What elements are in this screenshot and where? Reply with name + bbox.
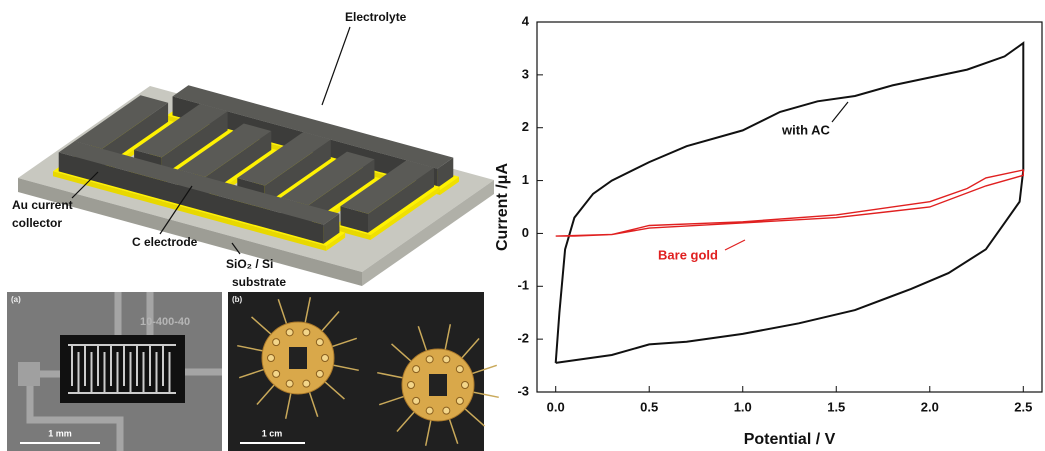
box-top [280,151,375,206]
photo-a: (a) 10-400-40 1 mm [7,292,222,451]
x-tick-label: 2.5 [1014,399,1032,414]
box-side [326,232,346,251]
y-tick-label: -3 [517,383,529,398]
chip [289,347,307,369]
annotation-arrow [831,101,849,123]
box-top [58,141,340,225]
scale-label: 1 mm [48,428,72,438]
hole [407,381,415,389]
series-line [554,41,1025,364]
box-front [53,171,327,251]
hole [302,379,311,388]
schematic-label: substrate [232,275,286,289]
device [60,335,185,403]
y-tick-label: -2 [517,331,529,346]
hole [315,369,324,378]
box-side [439,176,459,195]
box-side [264,139,331,205]
hole [302,328,311,337]
hole [455,396,464,405]
photo-b: (b) 1 cm [228,292,499,451]
hole [461,381,469,389]
substrate-front [18,178,362,286]
y-tick-label: 1 [522,172,529,187]
y-tick-label: -1 [517,278,529,293]
box-side [161,111,228,177]
box-front [58,152,324,244]
panel-label: (a) [11,295,21,304]
hole [425,406,434,415]
plot-frame [536,21,1043,393]
schematic-label: Au current [12,198,73,212]
box-side [370,186,440,241]
schematic-label: collector [12,216,62,230]
y-tick-label: 0 [522,225,529,240]
y-axis-label: Current /μA [494,163,511,251]
box-top [134,103,228,158]
box-front [340,206,368,233]
box-side [308,159,375,225]
hole [315,338,324,347]
hole [455,365,464,374]
x-tick-label: 1.0 [734,399,752,414]
x-tick-label: 1.5 [827,399,845,414]
box-top [172,85,454,169]
pointer [321,26,351,106]
scale-label: 1 cm [262,428,283,438]
x-tick-label: 0.5 [640,399,658,414]
hole [272,338,281,347]
x-tick-label: 2.0 [921,399,939,414]
schematic-label: SiO₂ / Si [226,257,273,271]
hole [267,354,275,362]
annotation: Bare gold [658,247,718,262]
box-top [237,132,331,186]
hole [412,396,421,405]
pointer [159,185,193,235]
box-side [368,167,434,233]
hole [425,355,434,364]
sample-label: 10-400-40 [140,316,190,328]
trace [26,292,222,451]
box-side [437,157,454,188]
schematic-label: C electrode [132,235,198,249]
comb [68,344,176,394]
box-top [340,160,434,214]
box-side [205,131,272,196]
box-side [323,213,340,244]
hole [285,328,294,337]
series-line [555,169,1024,237]
chip [429,374,447,396]
hole [412,365,421,374]
substrate-side [362,180,494,286]
pointer [71,171,99,199]
hole [442,355,451,364]
panel-label: (b) [232,295,243,304]
pointer [231,242,241,255]
box-front [334,225,371,241]
box-side [102,102,169,168]
hole [285,379,294,388]
schematic: Electrolyte Au current collector C electrod… [12,10,494,289]
annotation-arrow [724,239,746,251]
hole [442,406,451,415]
y-tick-label: 4 [522,13,530,28]
y-tick-label: 3 [522,66,529,81]
hole [321,354,329,362]
annotation: with AC [781,122,831,137]
schematic-label: Electrolyte [345,10,407,24]
x-tick-label: 0.0 [547,399,565,414]
hole [272,369,281,378]
y-tick-label: 2 [522,119,529,134]
pad [18,362,40,386]
box-top [74,95,169,149]
box-top [177,123,272,177]
x-axis-label: Potential / V [744,431,836,448]
chart: -3 -2 -1 0 1 2 3 4 0.0 0.5 1.0 1.5 2.0 2.5 Potential /… [494,13,1043,448]
